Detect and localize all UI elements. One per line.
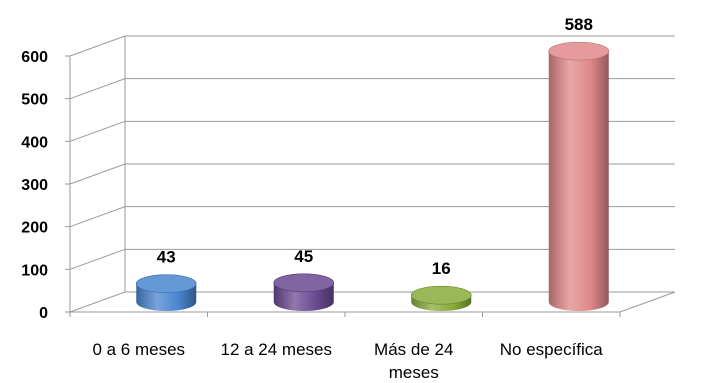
y-tick-label: 400 <box>21 134 48 151</box>
category-label: Más de 24 meses <box>374 340 453 382</box>
category-label: 0 a 6 meses <box>92 340 185 359</box>
bars-layer <box>135 41 610 312</box>
y-tick-label: 100 <box>21 262 48 279</box>
labels-layer: 43 45 16 588 0 a 6 meses 12 a 24 meses Más de … <box>92 15 603 382</box>
bar-4 <box>548 41 610 312</box>
bar-3 <box>410 285 472 311</box>
category-label: No específica <box>500 340 604 359</box>
bar-2 <box>273 273 335 311</box>
bar-top <box>548 41 610 61</box>
bar-top <box>135 274 197 293</box>
bar-body <box>548 51 609 312</box>
axis-layer: 0 100 200 300 400 500 600 <box>21 49 621 322</box>
data-label: 45 <box>294 247 313 266</box>
bar-top <box>273 273 335 293</box>
data-label: 588 <box>565 15 593 34</box>
y-tick-label: 0 <box>39 305 48 322</box>
bar-1 <box>135 274 197 311</box>
y-tick-label: 200 <box>21 220 48 237</box>
data-label: 16 <box>432 259 451 278</box>
y-tick-label: 300 <box>21 177 48 194</box>
data-label: 43 <box>157 248 176 267</box>
y-tick-label: 500 <box>21 92 48 109</box>
y-tick-label: 600 <box>21 49 48 66</box>
bar-top <box>410 285 472 305</box>
category-label: 12 a 24 meses <box>220 340 332 359</box>
